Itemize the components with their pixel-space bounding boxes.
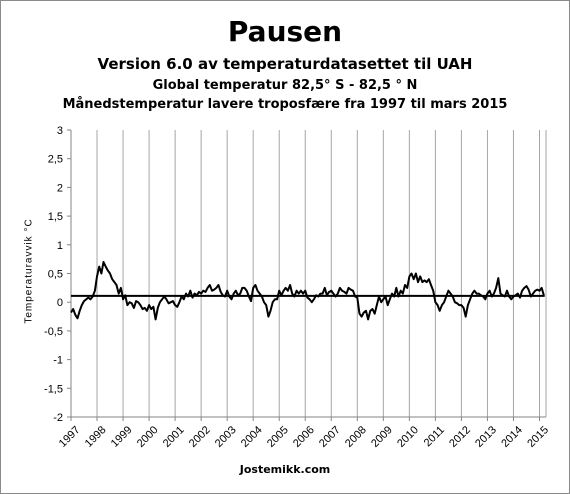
y-tick-label: -0,5 bbox=[44, 326, 63, 338]
y-tick-label: -2 bbox=[53, 412, 63, 424]
y-axis-label: Temperaturavvik °C bbox=[23, 218, 35, 324]
x-tick-label: 2006 bbox=[291, 424, 317, 450]
data-layer bbox=[70, 261, 545, 321]
chart-subtitle-1: Version 6.0 av temperaturdatasettet til … bbox=[97, 55, 473, 73]
y-tick-label: 2 bbox=[57, 182, 63, 194]
y-tick-label: 2,5 bbox=[48, 154, 63, 166]
x-tick-label: 2002 bbox=[187, 424, 213, 450]
y-tick-label: 3 bbox=[57, 125, 63, 137]
x-tick-label: 1998 bbox=[83, 424, 109, 450]
x-tick-label: 2005 bbox=[265, 424, 291, 450]
y-tick-label: -1 bbox=[53, 355, 63, 367]
x-tick-label: 2007 bbox=[317, 424, 343, 450]
x-tick-label: 2009 bbox=[369, 424, 395, 450]
x-axis-label: Jostemikk.com bbox=[239, 463, 331, 476]
chart-subtitle-3: Månedstemperatur lavere troposfære fra 1… bbox=[62, 97, 508, 112]
x-tick-label: 1997 bbox=[57, 424, 83, 450]
x-tick-label: 2012 bbox=[447, 424, 473, 450]
x-tick-label: 2000 bbox=[135, 424, 161, 450]
x-tick-label: 2013 bbox=[473, 424, 499, 450]
x-tick-label: 2003 bbox=[213, 424, 239, 450]
chart-title: Pausen bbox=[227, 15, 343, 48]
axis-layer bbox=[67, 129, 546, 421]
y-tick-label: -1,5 bbox=[44, 383, 63, 395]
temperature-series-line bbox=[70, 261, 545, 321]
x-tick-label: 1999 bbox=[109, 424, 135, 450]
y-tick-label: 1 bbox=[57, 240, 63, 252]
chart-subtitle-2: Global temperatur 82,5° S - 82,5 ° N bbox=[152, 78, 418, 93]
y-tick-label: 0 bbox=[57, 297, 63, 309]
x-tick-label: 2011 bbox=[422, 424, 447, 449]
x-tick-label: 2004 bbox=[239, 424, 265, 450]
x-tick-label: 2010 bbox=[395, 424, 421, 450]
x-tick-label: 2001 bbox=[161, 424, 187, 450]
grid-layer bbox=[71, 130, 547, 417]
y-tick-label: 1,5 bbox=[48, 211, 63, 223]
y-tick-label: 0,5 bbox=[48, 269, 63, 281]
x-tick-label: 2015 bbox=[525, 424, 551, 450]
x-tick-label: 2008 bbox=[343, 424, 369, 450]
plot-area bbox=[71, 130, 546, 417]
x-tick-label: 2014 bbox=[499, 424, 525, 450]
